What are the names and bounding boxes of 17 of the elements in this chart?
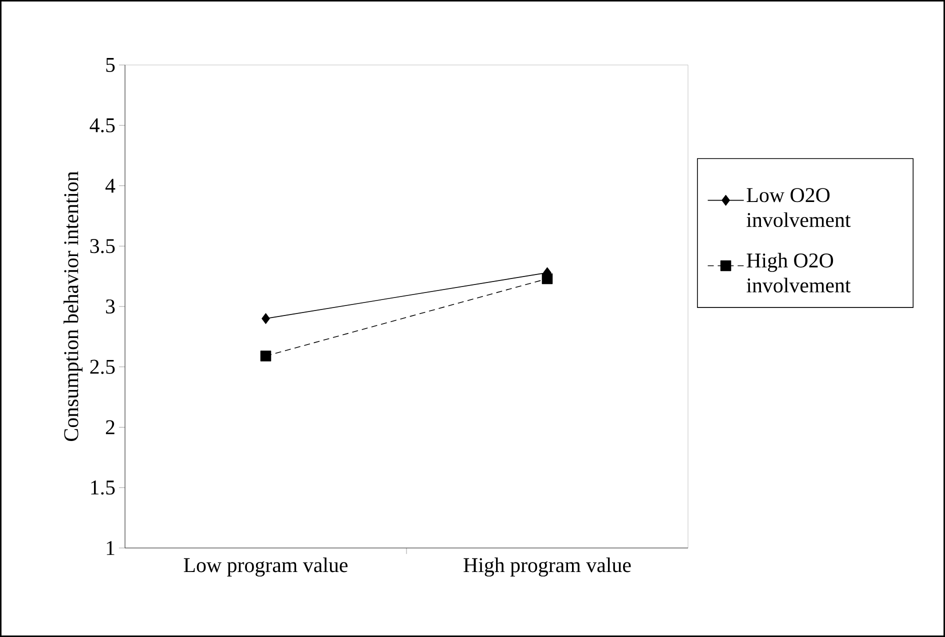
y-tick-label: 2.5 [90, 360, 115, 374]
x-tick-label: Low program value [184, 557, 348, 577]
y-tick-label: 3 [106, 299, 115, 314]
x-tick-label: High program value [464, 557, 631, 577]
point [542, 273, 553, 284]
legend-label: High O2O involvement [746, 252, 851, 292]
point [260, 350, 272, 362]
y-tick-label: 5 [106, 58, 115, 72]
y-axis-title: Consumption behavior intention [64, 171, 83, 442]
y-tick-label: 1.5 [91, 480, 115, 495]
y-tick-label: 2 [106, 420, 114, 434]
y-tick-label: 1 [106, 541, 114, 555]
y-tick-label: 4.5 [90, 118, 115, 132]
y-tick-label: 3.5 [90, 239, 115, 254]
point [262, 313, 270, 324]
y-tick-label: 4 [105, 178, 116, 193]
legend-label: Low O2O involvement [746, 188, 851, 228]
